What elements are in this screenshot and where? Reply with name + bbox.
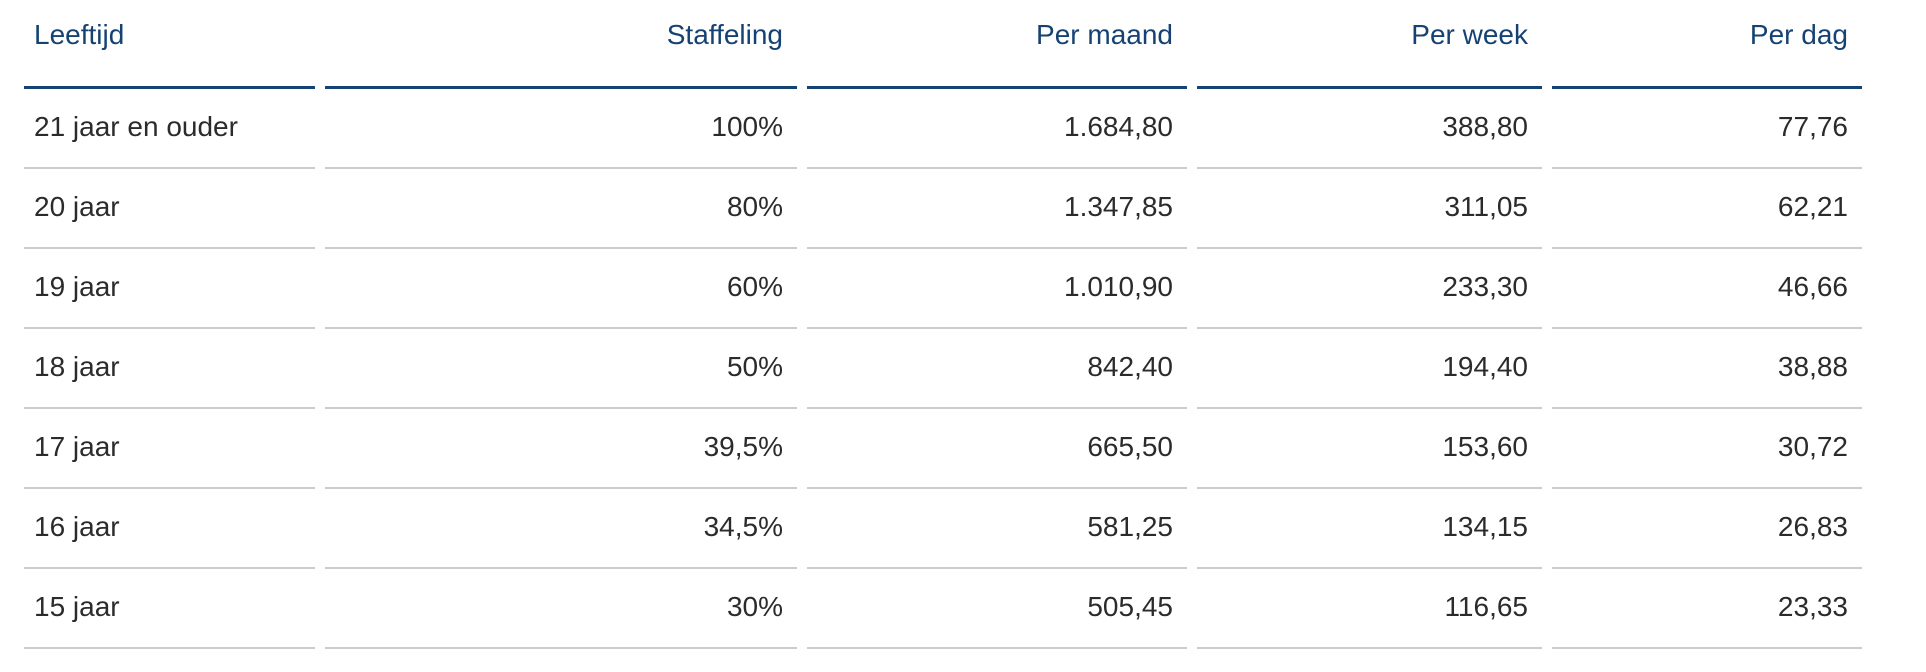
table-row: 18 jaar 50% 842,40 194,40 38,88 <box>24 329 1862 409</box>
cell-per-dag: 46,66 <box>1552 249 1862 329</box>
cell-per-maand: 665,50 <box>807 409 1187 489</box>
cell-leeftijd: 19 jaar <box>24 249 315 329</box>
wage-table-body: 21 jaar en ouder 100% 1.684,80 388,80 77… <box>24 89 1862 649</box>
cell-per-week: 311,05 <box>1197 169 1542 249</box>
cell-per-week: 194,40 <box>1197 329 1542 409</box>
cell-per-dag: 26,83 <box>1552 489 1862 569</box>
cell-per-maand: 1.010,90 <box>807 249 1187 329</box>
column-header-per-week: Per week <box>1197 6 1542 89</box>
cell-per-dag: 23,33 <box>1552 569 1862 649</box>
cell-staffeling: 34,5% <box>325 489 797 569</box>
column-header-leeftijd: Leeftijd <box>24 6 315 89</box>
cell-leeftijd: 18 jaar <box>24 329 315 409</box>
table-row: 17 jaar 39,5% 665,50 153,60 30,72 <box>24 409 1862 489</box>
cell-per-maand: 505,45 <box>807 569 1187 649</box>
cell-staffeling: 50% <box>325 329 797 409</box>
cell-leeftijd: 17 jaar <box>24 409 315 489</box>
cell-per-maand: 581,25 <box>807 489 1187 569</box>
table-row: 15 jaar 30% 505,45 116,65 23,33 <box>24 569 1862 649</box>
cell-leeftijd: 21 jaar en ouder <box>24 89 315 169</box>
cell-per-week: 153,60 <box>1197 409 1542 489</box>
table-container: Leeftijd Staffeling Per maand Per week P… <box>14 6 1872 649</box>
wage-table-header: Leeftijd Staffeling Per maand Per week P… <box>24 6 1862 89</box>
table-row: 19 jaar 60% 1.010,90 233,30 46,66 <box>24 249 1862 329</box>
cell-per-dag: 30,72 <box>1552 409 1862 489</box>
cell-per-week: 233,30 <box>1197 249 1542 329</box>
wage-table: Leeftijd Staffeling Per maand Per week P… <box>14 6 1872 649</box>
cell-per-dag: 38,88 <box>1552 329 1862 409</box>
cell-staffeling: 80% <box>325 169 797 249</box>
cell-per-week: 388,80 <box>1197 89 1542 169</box>
table-row: 16 jaar 34,5% 581,25 134,15 26,83 <box>24 489 1862 569</box>
column-header-per-dag: Per dag <box>1552 6 1862 89</box>
cell-per-week: 134,15 <box>1197 489 1542 569</box>
cell-staffeling: 100% <box>325 89 797 169</box>
cell-staffeling: 39,5% <box>325 409 797 489</box>
header-row: Leeftijd Staffeling Per maand Per week P… <box>24 6 1862 89</box>
cell-per-maand: 1.347,85 <box>807 169 1187 249</box>
table-row: 20 jaar 80% 1.347,85 311,05 62,21 <box>24 169 1862 249</box>
cell-per-maand: 842,40 <box>807 329 1187 409</box>
table-row: 21 jaar en ouder 100% 1.684,80 388,80 77… <box>24 89 1862 169</box>
cell-per-dag: 77,76 <box>1552 89 1862 169</box>
cell-leeftijd: 16 jaar <box>24 489 315 569</box>
cell-leeftijd: 15 jaar <box>24 569 315 649</box>
cell-staffeling: 60% <box>325 249 797 329</box>
cell-staffeling: 30% <box>325 569 797 649</box>
cell-per-week: 116,65 <box>1197 569 1542 649</box>
column-header-per-maand: Per maand <box>807 6 1187 89</box>
column-header-staffeling: Staffeling <box>325 6 797 89</box>
cell-leeftijd: 20 jaar <box>24 169 315 249</box>
cell-per-dag: 62,21 <box>1552 169 1862 249</box>
cell-per-maand: 1.684,80 <box>807 89 1187 169</box>
